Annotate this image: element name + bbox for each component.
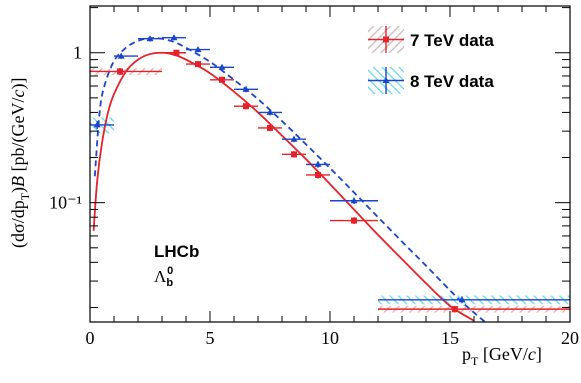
marker-square [315,171,321,178]
data-point [258,124,282,131]
marker-triangle [146,35,154,42]
marker-square [219,76,225,83]
marker-triangle [218,63,226,70]
y-tick-label: 10⁻¹ [49,193,82,213]
data-point [378,305,570,313]
data-point [258,108,282,116]
legend-marker-7tev [383,36,389,43]
x-tick-label: 20 [561,328,579,348]
x-tick-label: 10 [321,328,339,348]
fit-curve [92,51,475,322]
marker-square [117,68,123,75]
data-point [186,61,210,68]
marker-triangle [117,52,125,59]
data-point [234,103,258,110]
marker-square [451,306,458,313]
data-point [306,160,330,168]
marker-triangle [350,197,358,204]
data-point [90,121,114,130]
data-point [186,46,210,53]
experiment-label: LHCb [154,242,199,261]
y-axis-label: (dσ/dpT)B [pb/(GeV/c)] [8,77,32,248]
marker-square [243,103,249,110]
data-point [306,171,330,179]
data-point [90,68,162,76]
marker-triangle [170,34,178,41]
data-point [114,52,138,59]
data-point [282,151,306,158]
marker-square [173,49,180,56]
data-point [138,35,162,42]
data-point [378,296,570,304]
marker-triangle [314,160,322,167]
marker-triangle [290,135,298,142]
x-axis-label: pT [GeV/c] [462,344,542,368]
legend-label-7tev: 7 TeV data [410,31,494,50]
marker-triangle [93,121,101,128]
data-point [330,197,378,204]
data-point [210,63,234,70]
marker-triangle [458,296,466,303]
particle-label: Λb0 [154,265,173,289]
marker-triangle [266,108,274,115]
data-point [234,85,258,93]
data-point [282,135,306,143]
legend: 7 TeV data 8 TeV data [368,26,494,94]
fit-curves [92,37,487,322]
fit-curve [93,37,487,322]
legend-label-8tev: 8 TeV data [410,72,494,91]
axis-ticks: 0 5 10 15 20 10⁻¹ 1 [49,6,579,348]
marker-square [267,124,273,131]
data-point [162,34,186,41]
x-tick-label: 0 [86,328,95,348]
marker-square [351,217,357,224]
x-tick-label: 5 [206,328,215,348]
data-points [90,34,570,313]
x-tick-label: 15 [441,328,459,348]
marker-triangle [242,85,250,92]
data-point [330,217,378,225]
marker-square [195,61,201,68]
marker-triangle [194,46,202,53]
data-point [162,49,186,56]
marker-square [291,151,297,158]
y-tick-label: 1 [73,43,82,63]
legend-marker-8tev [382,77,390,83]
data-point [210,76,234,83]
